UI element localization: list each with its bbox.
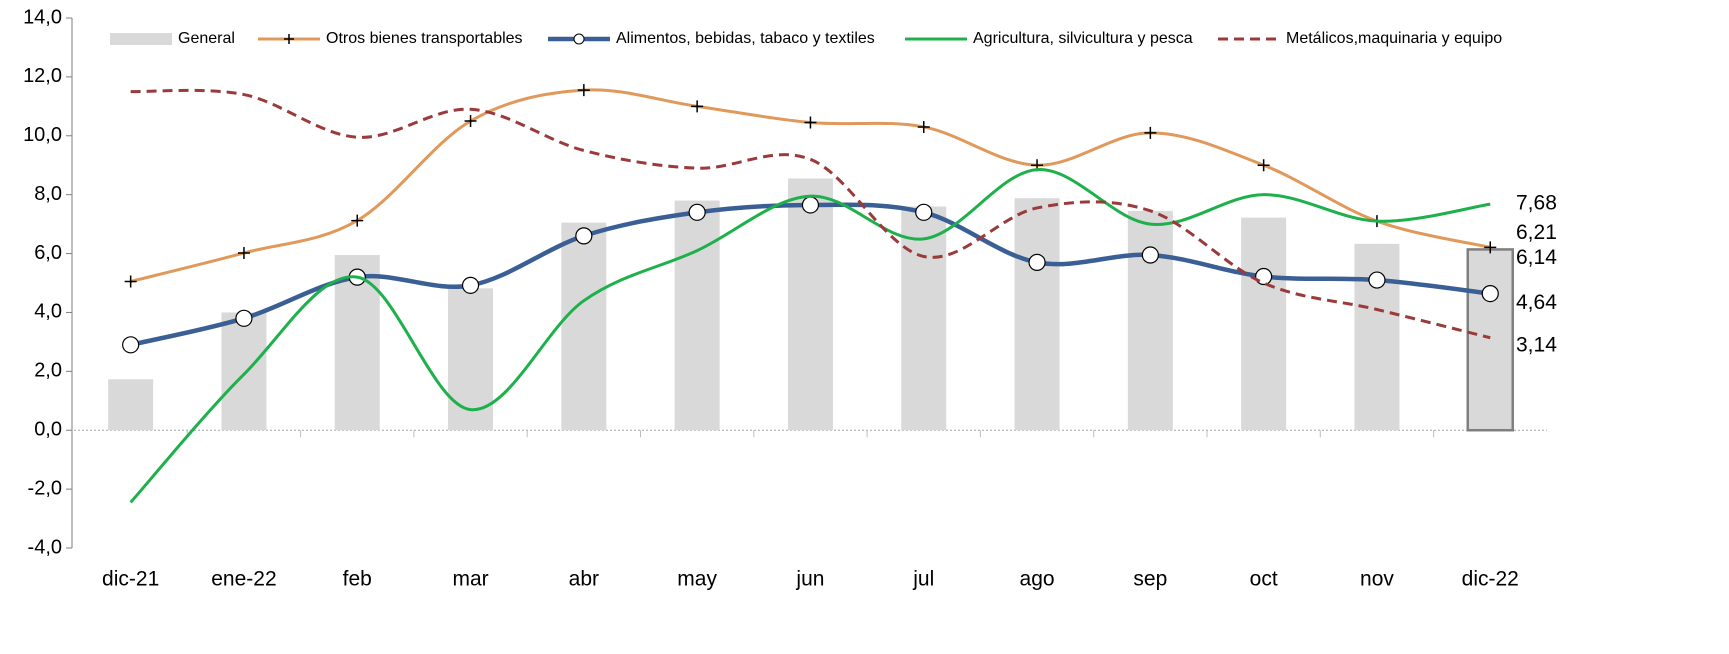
marker — [351, 214, 364, 227]
value-label: 7,68 — [1516, 192, 1557, 215]
value-label-bg — [1514, 246, 1564, 271]
marker — [577, 84, 590, 97]
marker — [122, 336, 140, 354]
x-tick-label: sep — [1133, 568, 1167, 591]
marker — [804, 116, 817, 129]
marker — [1141, 246, 1159, 264]
x-tick-label: jun — [795, 568, 824, 591]
y-tick-label: 8,0 — [34, 183, 62, 205]
x-tick-label: abr — [569, 568, 599, 591]
y-tick-label: 12,0 — [23, 65, 62, 87]
x-tick-label: may — [677, 568, 717, 591]
value-label: 4,64 — [1516, 291, 1557, 314]
bar — [1127, 210, 1173, 431]
y-tick-label: 4,0 — [34, 301, 62, 323]
y-tick-label: 2,0 — [34, 360, 62, 382]
bar — [108, 379, 154, 431]
value-label: 6,21 — [1516, 221, 1557, 244]
bar — [221, 312, 267, 431]
bar — [1014, 198, 1060, 431]
marker — [915, 203, 933, 221]
y-tick-label: 0,0 — [34, 419, 62, 441]
y-tick-label: -2,0 — [28, 477, 62, 499]
marker — [688, 203, 706, 221]
legend-marker — [573, 33, 585, 45]
x-tick-label: dic-22 — [1462, 568, 1519, 591]
marker — [1368, 271, 1386, 289]
value-label: 3,14 — [1516, 333, 1557, 356]
marker — [1257, 159, 1270, 172]
legend-label: Metálicos,maquinaria y equipo — [1286, 30, 1502, 47]
y-tick-label: 10,0 — [23, 124, 62, 146]
marker — [124, 275, 137, 288]
legend-label: General — [178, 30, 235, 47]
marker — [801, 196, 820, 214]
legend-marker — [284, 34, 294, 44]
x-tick-label: dic-21 — [102, 568, 159, 591]
marker — [1255, 267, 1273, 286]
bar — [1241, 217, 1287, 431]
marker — [1028, 253, 1046, 271]
legend-swatch — [110, 33, 172, 45]
line — [129, 168, 1491, 504]
marker — [237, 246, 250, 259]
marker — [691, 100, 704, 113]
legend-label: Otros bienes transportables — [326, 30, 523, 47]
y-tick-label: 6,0 — [34, 242, 62, 264]
x-tick-label: oct — [1250, 568, 1278, 591]
marker — [1484, 241, 1497, 254]
x-tick-label: ene-22 — [211, 568, 276, 591]
bar — [674, 200, 720, 431]
value-label-bg — [1514, 291, 1564, 316]
y-tick-label: 14,0 — [23, 6, 62, 28]
marker — [917, 120, 930, 133]
bar — [1466, 248, 1514, 432]
x-tick-label: ago — [1020, 568, 1055, 591]
value-label-bg — [1514, 333, 1564, 358]
marker — [461, 276, 480, 294]
x-tick-label: mar — [452, 568, 488, 591]
bar — [561, 222, 607, 431]
marker — [1144, 126, 1157, 139]
value-label-bg — [1514, 221, 1564, 246]
value-label: 6,14 — [1516, 246, 1557, 269]
marker — [464, 115, 477, 128]
x-tick-label: jul — [912, 568, 934, 591]
x-tick-label: nov — [1360, 568, 1394, 591]
marker — [575, 227, 593, 245]
y-tick-label: -4,0 — [28, 536, 62, 558]
bar — [787, 178, 833, 431]
marker — [235, 309, 253, 327]
x-tick-label: feb — [343, 568, 372, 591]
legend-label: Agricultura, silvicultura y pesca — [973, 30, 1193, 47]
legend-label: Alimentos, bebidas, tabaco y textiles — [616, 30, 875, 47]
bar — [901, 206, 947, 431]
marker — [1481, 285, 1499, 303]
value-label-bg — [1514, 192, 1564, 217]
